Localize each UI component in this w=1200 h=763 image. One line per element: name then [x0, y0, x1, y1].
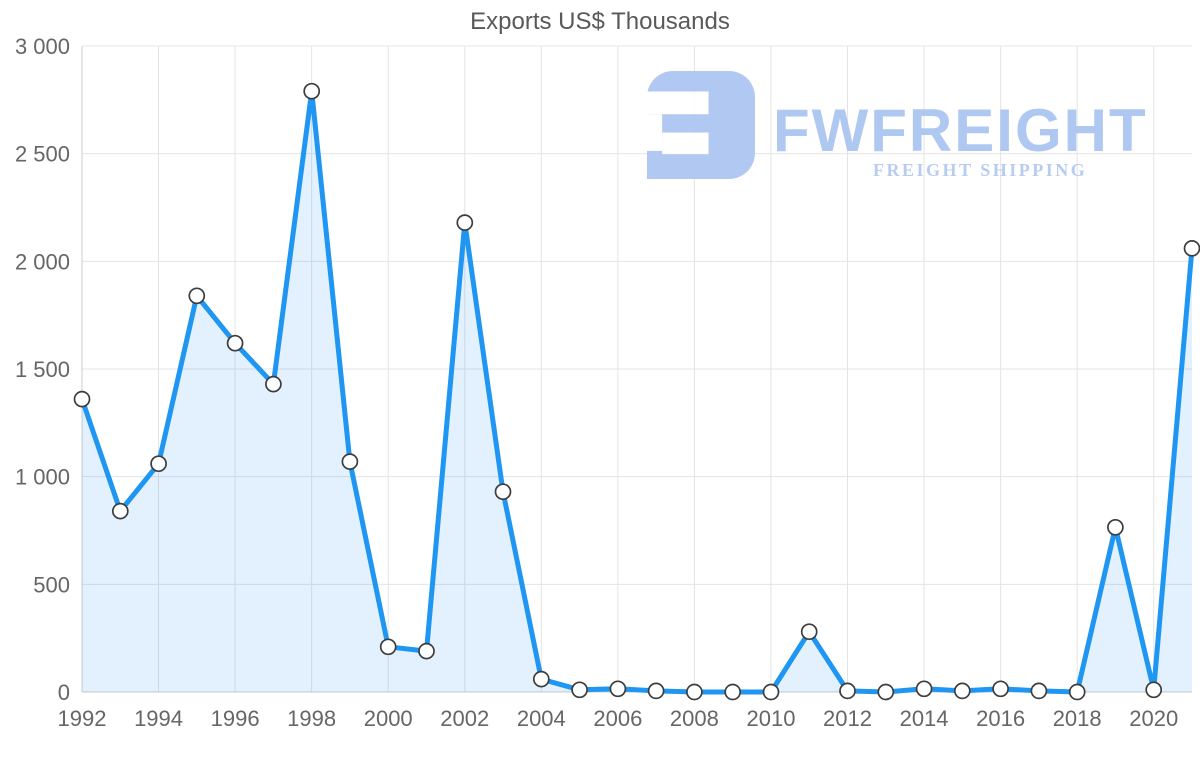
data-point-1993[interactable]: [111, 502, 129, 520]
data-point-2004[interactable]: [532, 670, 550, 688]
series-area-fill: [82, 91, 1192, 692]
data-point-2017[interactable]: [1030, 682, 1048, 700]
data-point-1994[interactable]: [150, 455, 167, 473]
data-point-2015[interactable]: [953, 682, 971, 700]
data-point-2019[interactable]: [1107, 518, 1124, 536]
data-point-2011[interactable]: [800, 623, 818, 641]
y-axis-tick-label: 1 500: [15, 357, 70, 382]
data-point-2013[interactable]: [877, 683, 895, 701]
data-point-2005[interactable]: [571, 681, 588, 699]
x-axis-tick-label: 2018: [1053, 706, 1102, 731]
data-point-1996[interactable]: [226, 334, 244, 352]
data-point-1999[interactable]: [341, 453, 359, 470]
x-axis-tick-label: 2006: [593, 706, 642, 731]
data-point-2020[interactable]: [1145, 681, 1163, 699]
y-axis-tick-label: 1 000: [15, 465, 70, 490]
data-point-2016[interactable]: [992, 680, 1009, 698]
x-axis-tick-label: 1992: [58, 706, 107, 731]
x-axis-tick-label: 2020: [1129, 706, 1178, 731]
y-axis-tick-label: 3 000: [15, 34, 70, 59]
data-point-2018[interactable]: [1068, 683, 1086, 701]
x-axis-tick-label: 1996: [211, 706, 260, 731]
x-axis-tick-label: 2016: [976, 706, 1025, 731]
data-point-1998[interactable]: [303, 82, 321, 100]
fwfreight-logo-icon: [647, 71, 755, 179]
x-axis-tick-label: 2008: [670, 706, 719, 731]
watermark-tagline-text: FREIGHT SHIPPING: [873, 160, 1088, 180]
data-point-1997[interactable]: [265, 375, 282, 393]
data-point-2014[interactable]: [915, 680, 933, 698]
data-point-2002[interactable]: [456, 214, 474, 231]
x-axis-tick-label: 2012: [823, 706, 872, 731]
data-point-2007[interactable]: [647, 682, 665, 700]
data-point-1995[interactable]: [188, 287, 206, 305]
chart-title: Exports US$ Thousands: [470, 8, 730, 35]
data-point-2003[interactable]: [494, 483, 512, 501]
x-axis-tick-label: 2014: [900, 706, 949, 731]
data-point-2000[interactable]: [379, 638, 397, 656]
data-point-2021[interactable]: [1183, 240, 1200, 257]
y-axis-tick-label: 2 500: [15, 142, 70, 167]
x-axis-tick-label: 2010: [746, 706, 795, 731]
data-point-2012[interactable]: [839, 682, 856, 700]
y-axis-tick-label: 2 000: [15, 249, 70, 274]
x-axis-tick-label: 2002: [440, 706, 489, 731]
x-axis-tick-label: 2000: [364, 706, 413, 731]
data-point-2009[interactable]: [724, 683, 742, 701]
data-point-2006[interactable]: [609, 680, 627, 698]
y-axis-tick-label: 500: [33, 572, 70, 597]
data-point-2008[interactable]: [686, 683, 703, 701]
fwfreight-watermark: FWFREIGHT FREIGHT SHIPPING: [647, 71, 1147, 183]
x-axis-tick-label: 2004: [517, 706, 566, 731]
data-point-2001[interactable]: [418, 642, 435, 660]
watermark-brand-text: FWFREIGHT: [773, 97, 1148, 164]
data-point-1992[interactable]: [73, 390, 91, 408]
y-axis-tick-label: 0: [58, 680, 70, 705]
data-point-2010[interactable]: [762, 683, 780, 701]
x-axis-tick-label: 1998: [287, 706, 336, 731]
x-axis-tick-label: 1994: [134, 706, 183, 731]
